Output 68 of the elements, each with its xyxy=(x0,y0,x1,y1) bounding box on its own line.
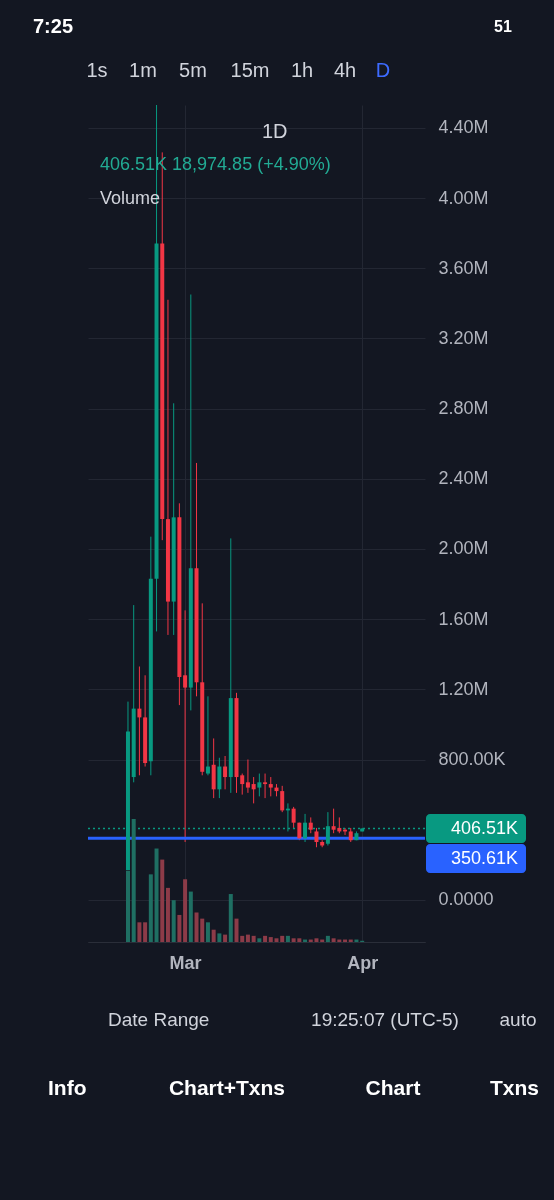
bar xyxy=(205,922,210,942)
bar xyxy=(131,819,136,942)
bar xyxy=(154,848,159,942)
ref-line-label: 406.51K xyxy=(450,817,518,838)
text: 4h xyxy=(333,59,357,81)
text: 19:25:07 (UTC-5) xyxy=(311,1009,459,1030)
x-tick-label: Mar xyxy=(169,952,202,973)
bar xyxy=(183,879,188,942)
candlestick xyxy=(205,695,210,776)
candlestick xyxy=(280,785,285,813)
bar xyxy=(251,935,256,942)
bar xyxy=(171,900,176,942)
text: Chart xyxy=(365,1076,421,1099)
text: 1h xyxy=(290,59,314,81)
y-tick-label: 800.00K xyxy=(438,749,506,770)
bar xyxy=(188,891,193,942)
y-tick-label: 3.60M xyxy=(438,257,489,278)
candlestick xyxy=(263,773,268,799)
text: 1s xyxy=(86,59,108,81)
bar xyxy=(228,894,233,942)
bar xyxy=(217,933,222,942)
text: auto xyxy=(499,1009,537,1030)
bar xyxy=(280,935,285,942)
bar xyxy=(223,934,228,942)
y-tick-label: 1.20M xyxy=(438,678,489,699)
bar xyxy=(257,938,262,942)
text: Chart+Txns xyxy=(168,1076,286,1099)
bar xyxy=(137,922,142,942)
bar xyxy=(325,935,330,942)
bar xyxy=(285,935,290,942)
bar xyxy=(165,887,170,942)
ref-line-label: 350.61K xyxy=(450,847,518,868)
text: 1m xyxy=(129,59,157,81)
text: 15m xyxy=(230,59,270,81)
y-tick-label: 1.60M xyxy=(438,608,489,629)
candlestick xyxy=(257,773,262,797)
bar xyxy=(177,914,182,942)
bar xyxy=(160,859,165,942)
bar xyxy=(263,935,268,942)
candlestick xyxy=(251,776,256,804)
y-tick-label: 4.00M xyxy=(438,187,489,208)
y-tick-label: 0.0000 xyxy=(438,889,494,910)
candlestick xyxy=(291,806,296,829)
bar xyxy=(245,934,250,942)
bar xyxy=(211,929,216,942)
text: D xyxy=(375,59,391,81)
text: Info xyxy=(48,1076,87,1099)
candlestick xyxy=(137,666,142,776)
bar xyxy=(148,874,153,942)
candlestick xyxy=(183,609,188,843)
candlestick xyxy=(314,827,319,848)
x-tick-label: Apr xyxy=(347,952,379,973)
text: 51 xyxy=(494,18,512,35)
text: 7:25 xyxy=(33,15,74,37)
candlestick xyxy=(245,759,250,794)
text: 5m xyxy=(179,59,207,81)
y-tick-label: 3.20M xyxy=(438,327,489,348)
bar xyxy=(143,922,148,942)
y-tick-label: 2.00M xyxy=(438,538,489,559)
candlestick xyxy=(223,755,228,790)
y-tick-label: 2.40M xyxy=(438,468,489,489)
text: Date Range xyxy=(108,1009,210,1030)
text: Txns xyxy=(489,1076,539,1099)
candlestick xyxy=(217,757,222,799)
y-tick-label: 2.80M xyxy=(438,398,489,419)
text: 1D xyxy=(262,120,288,142)
y-tick-label: 4.40M xyxy=(438,117,489,138)
candlestick xyxy=(268,776,273,797)
